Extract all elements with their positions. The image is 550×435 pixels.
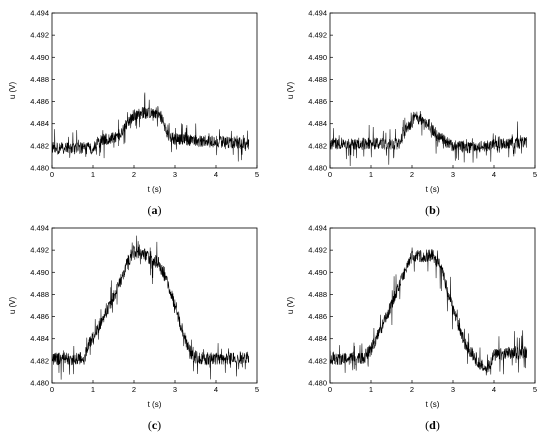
y-tick-label: 4.490: [30, 268, 49, 277]
x-tick-label: 1: [369, 385, 373, 394]
y-tick-label: 4.490: [308, 53, 327, 62]
chart-panel-c: 4.480 4.482 4.484 4.486 4.488 4.490 4.492 4.494…: [8, 224, 259, 433]
caption-letter: b: [429, 203, 436, 217]
chart-panel-b: 4.480 4.482 4.484 4.486 4.488 4.490 4.492 4.494…: [286, 9, 537, 218]
x-tick-label: 5: [533, 170, 537, 179]
y-tick-label: 4.492: [308, 31, 327, 40]
panel-caption: (c): [148, 418, 161, 432]
x-axis-label: t (s): [426, 400, 440, 409]
panel-caption: (b): [425, 203, 440, 217]
plot-frame: [329, 12, 536, 169]
y-tick-label: 4.492: [308, 246, 327, 255]
chart-panel-a: 4.480 4.482 4.484 4.486 4.488 4.490 4.492 4.494…: [8, 9, 259, 218]
y-tick-label: 4.486: [30, 97, 49, 106]
y-tick-label: 4.490: [308, 268, 327, 277]
y-tick-label: 4.482: [30, 141, 49, 150]
caption-open: (: [425, 203, 429, 217]
y-tick-label: 4.484: [30, 334, 49, 343]
plot-frame: [329, 227, 536, 384]
y-tick-label: 4.480: [30, 164, 49, 173]
x-axis-label: t (s): [148, 185, 162, 194]
y-tick-label: 4.488: [308, 290, 327, 299]
y-axis-label: u (V): [286, 297, 295, 315]
caption-letter: a: [152, 203, 158, 217]
voltage-series-line: [330, 247, 528, 376]
voltage-series-line: [330, 111, 528, 167]
y-tick-label: 4.490: [30, 53, 49, 62]
caption-letter: d: [429, 418, 436, 432]
x-tick-label: 2: [410, 170, 414, 179]
y-tick-label: 4.482: [308, 141, 327, 150]
panel-caption: (d): [425, 418, 440, 432]
x-axis-label: t (s): [426, 185, 440, 194]
y-tick-label: 4.488: [30, 290, 49, 299]
y-tick-label: 4.484: [308, 119, 327, 128]
x-axis-label: t (s): [148, 400, 162, 409]
x-tick-label: 3: [173, 170, 177, 179]
y-tick-label: 4.492: [30, 31, 49, 40]
caption-close: ): [158, 203, 162, 217]
x-tick-label: 1: [91, 385, 95, 394]
y-tick-label: 4.488: [308, 75, 327, 84]
x-tick-label: 0: [328, 170, 332, 179]
y-tick-label: 4.494: [30, 9, 49, 18]
x-tick-label: 2: [132, 385, 136, 394]
x-tick-label: 1: [369, 170, 373, 179]
x-tick-label: 3: [451, 385, 455, 394]
y-tick-label: 4.486: [308, 97, 327, 106]
caption-open: (: [148, 418, 152, 432]
caption-close: ): [157, 418, 161, 432]
x-tick-label: 4: [214, 170, 218, 179]
y-tick-label: 4.484: [308, 334, 327, 343]
y-axis-label: u (V): [8, 82, 17, 100]
chart-panel-d: 4.480 4.482 4.484 4.486 4.488 4.490 4.492 4.494…: [286, 224, 537, 433]
y-tick-label: 4.482: [308, 356, 327, 365]
y-tick-label: 4.486: [308, 312, 327, 321]
x-tick-label: 2: [132, 170, 136, 179]
y-tick-label: 4.494: [308, 224, 327, 233]
y-axis-label: u (V): [8, 297, 17, 315]
x-tick-label: 0: [328, 385, 332, 394]
y-tick-label: 4.480: [30, 379, 49, 388]
y-axis-label: u (V): [286, 82, 295, 100]
x-tick-label: 4: [214, 385, 218, 394]
y-tick-label: 4.494: [30, 224, 49, 233]
y-tick-label: 4.492: [30, 246, 49, 255]
y-tick-label: 4.486: [30, 312, 49, 321]
y-tick-label: 4.488: [30, 75, 49, 84]
voltage-series-line: [52, 235, 250, 380]
y-tick-label: 4.480: [308, 379, 327, 388]
x-tick-label: 2: [410, 385, 414, 394]
voltage-series-line: [52, 92, 250, 162]
caption-close: ): [436, 203, 440, 217]
y-tick-label: 4.494: [308, 9, 327, 18]
x-tick-label: 5: [255, 385, 259, 394]
caption-open: (: [148, 203, 152, 217]
caption-open: (: [425, 418, 429, 432]
x-tick-label: 5: [255, 170, 259, 179]
x-tick-label: 3: [173, 385, 177, 394]
x-tick-label: 4: [492, 385, 496, 394]
y-tick-label: 4.482: [30, 356, 49, 365]
x-tick-label: 5: [533, 385, 537, 394]
x-tick-label: 3: [451, 170, 455, 179]
caption-close: ): [436, 418, 440, 432]
x-tick-label: 4: [492, 170, 496, 179]
plot-frame: [51, 227, 258, 384]
x-tick-label: 1: [91, 170, 95, 179]
plot-frame: [51, 12, 258, 169]
panel-caption: (a): [148, 203, 162, 217]
caption-letter: c: [152, 418, 158, 432]
y-tick-label: 4.484: [30, 119, 49, 128]
y-tick-label: 4.480: [308, 164, 327, 173]
x-tick-label: 0: [50, 170, 54, 179]
x-tick-label: 0: [50, 385, 54, 394]
